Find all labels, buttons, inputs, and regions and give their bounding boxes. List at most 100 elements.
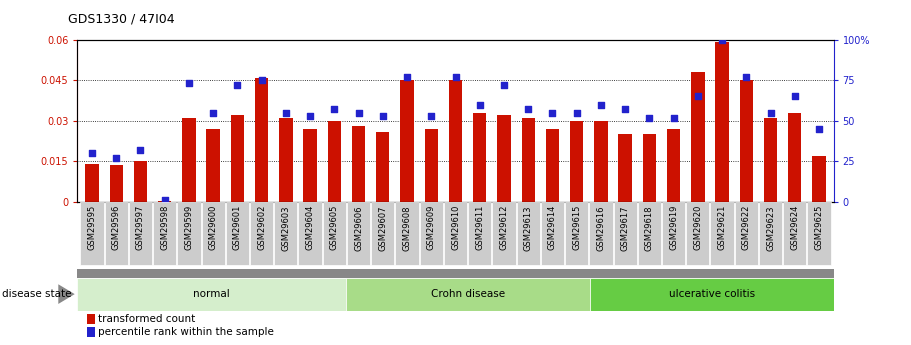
Text: GSM29619: GSM29619	[669, 205, 678, 250]
Bar	[77, 278, 346, 310]
Point	[715, 37, 730, 42]
Text: GSM29607: GSM29607	[378, 205, 387, 250]
FancyBboxPatch shape	[686, 203, 710, 265]
Text: ulcerative colitis: ulcerative colitis	[669, 289, 754, 299]
FancyBboxPatch shape	[589, 203, 612, 265]
Bar	[255, 78, 268, 202]
Text: GSM29609: GSM29609	[426, 205, 435, 250]
Text: GSM29618: GSM29618	[645, 205, 654, 250]
Text: GSM29597: GSM29597	[136, 205, 145, 250]
Text: GSM29599: GSM29599	[184, 205, 193, 250]
Point	[375, 113, 390, 119]
Point	[787, 93, 802, 99]
Bar	[158, 201, 171, 202]
Bar	[497, 115, 511, 202]
Text: GSM29623: GSM29623	[766, 205, 775, 250]
Bar	[788, 112, 802, 202]
FancyBboxPatch shape	[541, 203, 564, 265]
FancyBboxPatch shape	[80, 203, 104, 265]
Text: GSM29611: GSM29611	[476, 205, 485, 250]
Point	[594, 102, 609, 107]
Point	[279, 110, 293, 115]
Text: GSM29605: GSM29605	[330, 205, 339, 250]
FancyBboxPatch shape	[274, 203, 298, 265]
FancyBboxPatch shape	[201, 203, 225, 265]
Point	[254, 77, 269, 83]
Bar	[473, 112, 486, 202]
Bar	[740, 80, 753, 202]
Text: GSM29595: GSM29595	[87, 205, 97, 250]
Bar	[279, 118, 292, 202]
Bar	[87, 327, 95, 337]
FancyBboxPatch shape	[128, 203, 152, 265]
Point	[763, 110, 778, 115]
Point	[618, 107, 632, 112]
Bar	[303, 129, 317, 202]
Point	[812, 126, 826, 132]
Polygon shape	[58, 284, 75, 304]
Bar	[400, 80, 414, 202]
FancyBboxPatch shape	[371, 203, 394, 265]
FancyBboxPatch shape	[759, 203, 783, 265]
Text: GSM29624: GSM29624	[790, 205, 799, 250]
Point	[400, 74, 415, 80]
Bar	[230, 115, 244, 202]
Bar	[764, 118, 777, 202]
Point	[545, 110, 559, 115]
Bar	[328, 121, 341, 202]
Bar	[667, 129, 681, 202]
FancyBboxPatch shape	[517, 203, 540, 265]
Text: GSM29612: GSM29612	[499, 205, 508, 250]
FancyBboxPatch shape	[492, 203, 516, 265]
Text: GSM29614: GSM29614	[548, 205, 557, 250]
Text: GSM29621: GSM29621	[718, 205, 727, 250]
FancyBboxPatch shape	[395, 203, 419, 265]
Point	[230, 82, 245, 88]
Text: GSM29615: GSM29615	[572, 205, 581, 250]
Bar	[813, 156, 825, 202]
Bar	[691, 72, 704, 202]
Text: GSM29613: GSM29613	[524, 205, 533, 250]
Bar	[521, 118, 535, 202]
Bar	[87, 314, 95, 324]
Bar	[109, 165, 123, 202]
Text: GSM29608: GSM29608	[403, 205, 412, 250]
Text: GSM29616: GSM29616	[597, 205, 606, 250]
Point	[521, 107, 536, 112]
FancyBboxPatch shape	[105, 203, 128, 265]
Text: percentile rank within the sample: percentile rank within the sample	[98, 327, 274, 337]
Point	[352, 110, 366, 115]
FancyBboxPatch shape	[662, 203, 685, 265]
Text: transformed count: transformed count	[98, 314, 195, 324]
Text: GSM29620: GSM29620	[693, 205, 702, 250]
Bar	[715, 42, 729, 202]
Bar	[425, 129, 438, 202]
Point	[302, 113, 317, 119]
FancyBboxPatch shape	[153, 203, 177, 265]
FancyBboxPatch shape	[420, 203, 443, 265]
Point	[158, 197, 172, 203]
FancyBboxPatch shape	[613, 203, 637, 265]
Point	[739, 74, 753, 80]
FancyBboxPatch shape	[468, 203, 491, 265]
Bar	[182, 118, 196, 202]
Bar	[352, 126, 365, 202]
Text: GSM29625: GSM29625	[814, 205, 824, 250]
Bar	[619, 134, 632, 202]
FancyBboxPatch shape	[711, 203, 733, 265]
Point	[109, 155, 124, 161]
Bar	[346, 278, 589, 310]
Text: GSM29617: GSM29617	[620, 205, 630, 250]
Bar	[570, 121, 583, 202]
Point	[448, 74, 463, 80]
Text: GDS1330 / 47I04: GDS1330 / 47I04	[68, 13, 175, 26]
Bar	[449, 80, 462, 202]
Text: GSM29622: GSM29622	[742, 205, 751, 250]
Point	[569, 110, 584, 115]
Bar	[594, 121, 608, 202]
FancyBboxPatch shape	[178, 203, 200, 265]
Bar	[589, 278, 834, 310]
Text: GSM29606: GSM29606	[354, 205, 363, 250]
Bar	[546, 129, 559, 202]
Point	[473, 102, 487, 107]
